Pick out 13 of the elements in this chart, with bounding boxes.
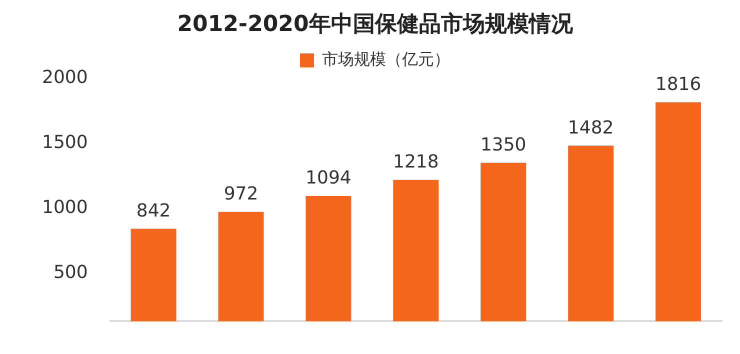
data-label: 1218: [393, 152, 439, 173]
data-label: 1816: [655, 74, 702, 95]
legend-label: 市场规模（亿元）: [322, 50, 450, 69]
y-tick-label: 500: [53, 262, 88, 283]
y-tick-label: 1500: [42, 132, 88, 153]
chart-title: 2012-2020年中国保健品市场规模情况: [177, 10, 574, 37]
data-label: 1482: [568, 117, 614, 138]
data-label: 842: [136, 200, 171, 222]
data-label: 1350: [480, 134, 526, 156]
data-label: 1094: [306, 168, 352, 189]
y-tick-label: 2000: [42, 67, 88, 88]
data-label: 972: [224, 184, 258, 205]
y-tick-label: 1000: [42, 196, 88, 218]
